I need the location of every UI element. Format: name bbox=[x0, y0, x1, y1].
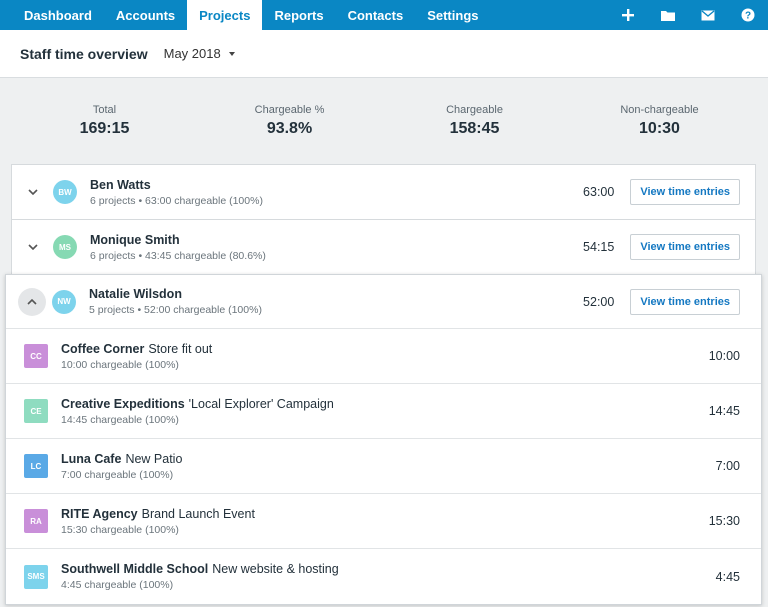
nav-actions: ? bbox=[608, 0, 768, 30]
page-header: Staff time overview May 2018 bbox=[0, 30, 768, 78]
help-icon[interactable]: ? bbox=[728, 0, 768, 30]
page-title: Staff time overview bbox=[20, 45, 148, 62]
avatar: NW bbox=[52, 289, 76, 314]
view-time-entries-button[interactable]: View time entries bbox=[630, 288, 740, 315]
folder-icon[interactable] bbox=[648, 0, 688, 30]
project-badge: LC bbox=[24, 454, 48, 478]
staff-detail: 5 projects • 52:00 chargeable (100%) bbox=[89, 304, 262, 316]
stat-value: 158:45 bbox=[449, 120, 500, 137]
project-row: CC Coffee Corner Store fit out 10:00 char… bbox=[6, 329, 761, 384]
project-badge: CC bbox=[24, 344, 48, 368]
project-name: Store fit out bbox=[148, 341, 213, 356]
stat-non-chargeable: Non-chargeable 10:30 bbox=[567, 104, 752, 138]
view-time-entries-button[interactable]: View time entries bbox=[630, 234, 740, 260]
view-time-entries-button[interactable]: View time entries bbox=[630, 179, 740, 205]
staff-row: BW Ben Watts 6 projects • 63:00 chargeab… bbox=[11, 164, 756, 219]
stat-label: Chargeable % bbox=[254, 104, 325, 116]
project-badge: CE bbox=[24, 399, 48, 423]
project-client: Coffee Corner bbox=[61, 341, 145, 356]
tab-dashboard[interactable]: Dashboard bbox=[24, 7, 92, 23]
project-detail: 7:00 chargeable (100%) bbox=[61, 468, 174, 481]
project-name: New Patio bbox=[125, 451, 183, 466]
project-info: Southwell Middle School New website & hos… bbox=[61, 562, 339, 591]
staff-name: Ben Watts bbox=[90, 177, 151, 192]
project-detail: 14:45 chargeable (100%) bbox=[61, 413, 179, 426]
project-info: RITE Agency Brand Launch Event 15:30 char… bbox=[61, 507, 255, 536]
staff-detail: 6 projects • 63:00 chargeable (100%) bbox=[90, 194, 263, 207]
month-dropdown[interactable]: May 2018 bbox=[164, 46, 235, 61]
project-info: Coffee Corner Store fit out 10:00 chargea… bbox=[61, 342, 212, 371]
project-row: CE Creative Expeditions 'Local Explorer' … bbox=[6, 384, 761, 439]
project-total: 14:45 bbox=[708, 404, 740, 418]
project-detail: 10:00 chargeable (100%) bbox=[61, 358, 179, 371]
project-info: Luna Cafe New Patio 7:00 chargeable (100%… bbox=[61, 452, 182, 481]
staff-name: Monique Smith bbox=[90, 232, 180, 247]
month-value: May 2018 bbox=[163, 46, 221, 61]
summary-stats: Total 169:15 Chargeable % 93.8% Chargeab… bbox=[0, 78, 768, 164]
stat-value: 169:15 bbox=[79, 120, 130, 137]
stat-label: Chargeable bbox=[446, 104, 503, 116]
staff-info: Monique Smith 6 projects • 43:45 chargea… bbox=[90, 233, 266, 262]
tab-reports[interactable]: Reports bbox=[274, 7, 324, 23]
project-row: RA RITE Agency Brand Launch Event 15:30 c… bbox=[6, 494, 761, 549]
staff-detail: 6 projects • 43:45 chargeable (80.6%) bbox=[90, 249, 266, 262]
staff-name: Natalie Wilsdon bbox=[89, 287, 182, 301]
project-badge: SMS bbox=[24, 564, 48, 589]
stat-value: 93.8% bbox=[266, 120, 313, 137]
staff-total: 63:00 bbox=[583, 185, 615, 199]
project-name: New website & hosting bbox=[212, 562, 339, 576]
stat-label: Non-chargeable bbox=[620, 104, 699, 116]
stat-chargeable: Chargeable 158:45 bbox=[382, 104, 567, 138]
project-total: 10:00 bbox=[708, 349, 740, 363]
stat-chargeable-percent: Chargeable % 93.8% bbox=[197, 104, 382, 138]
project-info: Creative Expeditions 'Local Explorer' Cam… bbox=[61, 397, 334, 426]
plus-icon[interactable] bbox=[608, 0, 648, 30]
stat-total: Total 169:15 bbox=[12, 104, 197, 138]
staff-info: Natalie Wilsdon 5 projects • 52:00 charg… bbox=[89, 287, 262, 316]
staff-list: BW Ben Watts 6 projects • 63:00 chargeab… bbox=[11, 164, 756, 274]
expand-chevron-icon[interactable] bbox=[19, 233, 47, 261]
project-client: Luna Cafe bbox=[61, 451, 122, 466]
project-client: Creative Expeditions bbox=[61, 396, 185, 411]
project-client: RITE Agency bbox=[61, 506, 138, 521]
staff-row: NW Natalie Wilsdon 5 projects • 52:00 ch… bbox=[6, 275, 761, 329]
expand-chevron-icon[interactable] bbox=[19, 178, 47, 206]
chevron-down-icon bbox=[228, 52, 235, 56]
staff-info: Ben Watts 6 projects • 63:00 chargeable … bbox=[90, 178, 263, 207]
project-client: Southwell Middle School bbox=[61, 562, 209, 576]
stat-label: Total bbox=[92, 104, 117, 116]
tab-projects[interactable]: Projects bbox=[187, 0, 263, 30]
project-row: SMS Southwell Middle School New website &… bbox=[6, 549, 761, 604]
avatar: MS bbox=[53, 235, 77, 259]
staff-total: 52:00 bbox=[583, 294, 615, 309]
top-navigation: Dashboard Accounts Projects Reports Cont… bbox=[0, 0, 768, 30]
project-detail: 4:45 chargeable (100%) bbox=[61, 579, 174, 591]
collapse-chevron-icon[interactable] bbox=[18, 287, 46, 316]
svg-text:?: ? bbox=[745, 11, 751, 22]
project-total: 15:30 bbox=[708, 514, 740, 528]
project-total: 7:00 bbox=[715, 459, 740, 473]
stat-value: 10:30 bbox=[639, 120, 680, 137]
project-name: 'Local Explorer' Campaign bbox=[188, 396, 334, 411]
project-badge: RA bbox=[24, 509, 48, 533]
project-row: LC Luna Cafe New Patio 7:00 chargeable (1… bbox=[6, 439, 761, 494]
staff-total: 54:15 bbox=[583, 240, 615, 254]
expanded-staff-panel: NW Natalie Wilsdon 5 projects • 52:00 ch… bbox=[5, 274, 762, 605]
staff-row: MS Monique Smith 6 projects • 43:45 char… bbox=[11, 219, 756, 274]
project-total: 4:45 bbox=[715, 569, 740, 584]
tab-settings[interactable]: Settings bbox=[427, 7, 479, 23]
tab-accounts[interactable]: Accounts bbox=[115, 7, 176, 23]
avatar: BW bbox=[53, 180, 77, 204]
project-name: Brand Launch Event bbox=[141, 506, 255, 521]
tab-contacts[interactable]: Contacts bbox=[347, 7, 404, 23]
project-detail: 15:30 chargeable (100%) bbox=[61, 523, 179, 536]
mail-icon[interactable] bbox=[688, 0, 728, 30]
